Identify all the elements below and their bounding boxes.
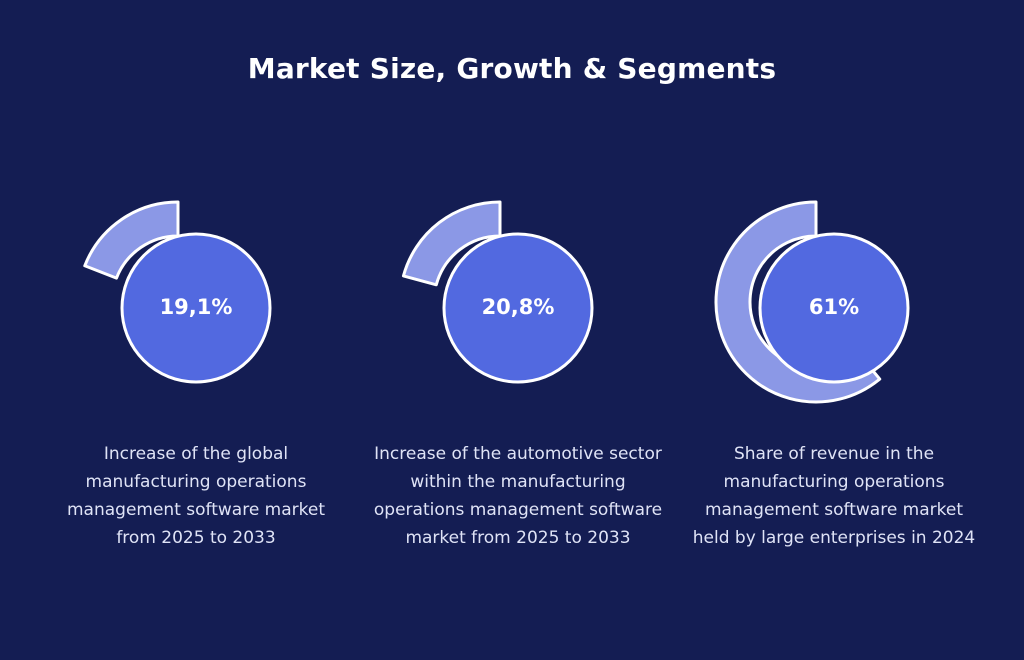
stat-arc bbox=[83, 200, 180, 280]
stat-value: 61% bbox=[809, 295, 859, 319]
stat-card-1: 19,1% Increase of the global manufacturi… bbox=[46, 190, 346, 610]
stat-ring-chart: 19,1% bbox=[83, 200, 272, 384]
stat-card-3: 61% Share of revenue in the manufacturin… bbox=[684, 190, 984, 610]
stat-description: Increase of the automotive sector within… bbox=[373, 444, 663, 548]
stat-disc bbox=[758, 232, 910, 384]
stat-card-2: 20,8% Increase of the automotive sector … bbox=[368, 190, 668, 610]
stat-disc bbox=[442, 232, 594, 384]
stat-description: Share of revenue in the manufacturing op… bbox=[692, 444, 976, 548]
stat-description: Increase of the global manufacturing ope… bbox=[66, 444, 326, 548]
stat-arc bbox=[401, 200, 502, 287]
stat-value: 20,8% bbox=[482, 295, 555, 319]
stat-value: 19,1% bbox=[160, 295, 233, 319]
page-title: Market Size, Growth & Segments bbox=[247, 52, 777, 85]
stat-ring-chart: 61% bbox=[714, 200, 910, 404]
stat-arc bbox=[714, 200, 882, 404]
stat-disc bbox=[120, 232, 272, 384]
stat-ring-chart: 20,8% bbox=[401, 200, 594, 384]
